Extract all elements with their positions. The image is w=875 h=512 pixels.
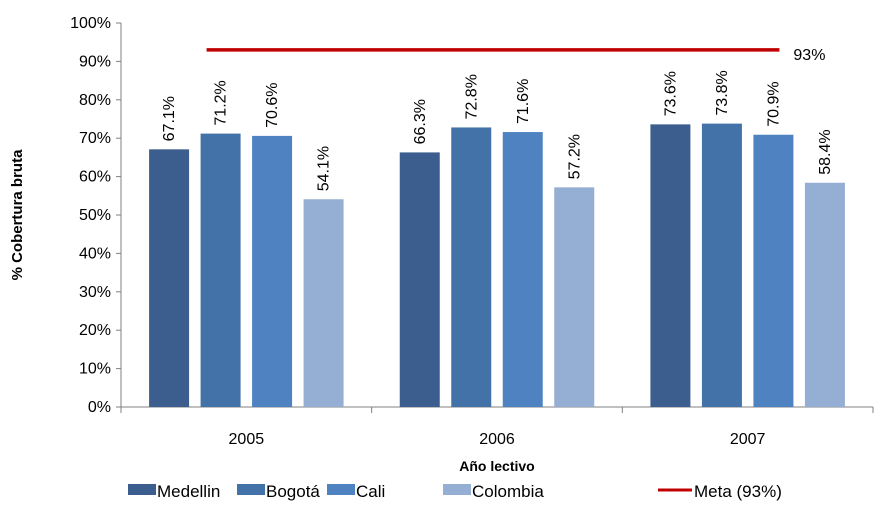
bar: [200, 133, 241, 408]
legend-swatch: [128, 484, 156, 495]
bar: [252, 135, 293, 407]
data-labels: 67.1% 71.2% 70.6% 54.1% 66.3% 72.8% 71.6% 57.2%…: [161, 70, 834, 191]
bar-value-label: 58.4%: [817, 129, 834, 174]
y-tick-label: 0%: [88, 399, 111, 416]
x-axis-title: Año lectivo: [459, 458, 534, 474]
bar-value-label: 67.1%: [161, 96, 178, 141]
target-line-group: 93%: [206, 47, 825, 64]
y-tick-label: 30%: [79, 284, 111, 301]
legend-label: Medellin: [157, 482, 220, 501]
bars: [149, 123, 845, 408]
y-tick-label: 20%: [79, 322, 111, 339]
bar-value-label: 66.3%: [412, 99, 429, 144]
bar-value-label: 72.8%: [463, 74, 480, 119]
y-tick-label: 80%: [79, 92, 111, 109]
y-tick-label: 70%: [79, 130, 111, 147]
bar-value-label: 54.1%: [316, 146, 333, 191]
y-axis-title: % Cobertura bruta: [9, 149, 26, 281]
bar: [650, 124, 691, 407]
bar-value-label: 71.6%: [515, 79, 532, 124]
legend-swatch: [237, 484, 265, 495]
y-tick-label: 50%: [79, 207, 111, 224]
bar: [399, 152, 440, 407]
bar: [804, 182, 845, 407]
legend-label: Meta (93%): [694, 482, 782, 501]
legend-label: Colombia: [472, 482, 544, 501]
bar-value-label: 73.8%: [714, 70, 731, 115]
bar-value-label: 71.2%: [213, 80, 230, 125]
bar: [149, 149, 190, 407]
bar-value-label: 70.6%: [264, 83, 281, 128]
legend: Medellin Bogotá Cali Colombia Meta (93%): [128, 482, 782, 501]
axes: 0% 10% 20% 30% 40% 50% 60% 70% 80% 90% 100% 2005 200…: [70, 15, 874, 448]
bar-value-label: 70.9%: [765, 81, 782, 126]
bar: [303, 199, 344, 407]
target-line-label: 93%: [793, 47, 825, 64]
bar: [554, 187, 595, 407]
legend-swatch: [443, 484, 471, 495]
x-tick-label: 2007: [730, 431, 766, 448]
y-tick-label: 40%: [79, 245, 111, 262]
bar: [502, 132, 543, 407]
x-tick-label: 2006: [479, 431, 515, 448]
bar: [701, 123, 742, 407]
x-tick-label: 2005: [229, 431, 265, 448]
bar-value-label: 57.2%: [566, 134, 583, 179]
bar: [451, 127, 492, 407]
legend-swatch: [327, 484, 355, 495]
y-tick-label: 60%: [79, 169, 111, 186]
y-tick-label: 100%: [70, 15, 111, 32]
bar-value-label: 73.6%: [662, 71, 679, 116]
y-tick-label: 10%: [79, 361, 111, 378]
legend-label: Cali: [356, 482, 385, 501]
legend-label: Bogotá: [266, 482, 320, 501]
y-tick-label: 90%: [79, 53, 111, 70]
bar: [753, 134, 794, 407]
